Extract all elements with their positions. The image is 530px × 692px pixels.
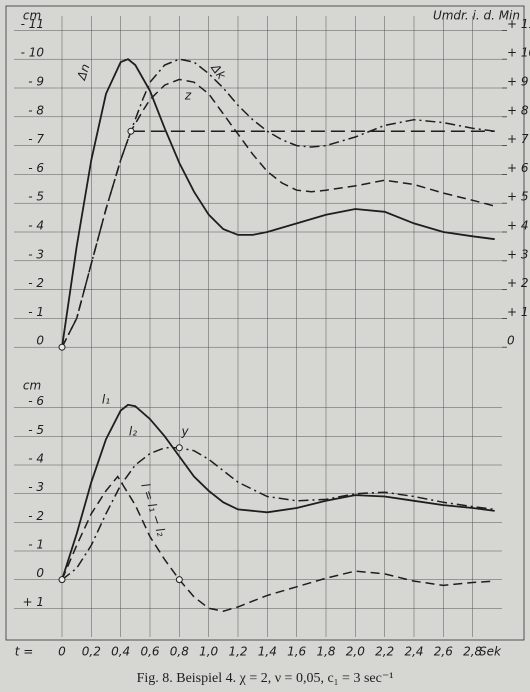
curve-label: l = l₁ − l₂ xyxy=(138,482,168,539)
y2-tick-label: + 3 xyxy=(507,247,529,261)
y-tick-label: - 3 xyxy=(28,480,44,494)
y-tick-label: + 1 xyxy=(22,595,44,609)
curve-label: y xyxy=(180,425,189,439)
x-tick-label: 1,6 xyxy=(287,645,306,659)
curve-label: Δn xyxy=(74,62,93,82)
x-tick-label: 0,8 xyxy=(170,645,189,659)
point-marker xyxy=(175,444,183,452)
y-tick-label: - 5 xyxy=(28,190,44,204)
curve-label: Δk xyxy=(208,61,229,83)
y2-tick-label: + 7 xyxy=(507,132,529,146)
y2-tick-label: + 2 xyxy=(507,276,529,290)
x-tick-label: 1,8 xyxy=(316,645,335,659)
y-tick-label: - 4 xyxy=(28,452,44,466)
y-tick-label: - 8 xyxy=(28,103,44,117)
y-tick-label: - 7 xyxy=(28,132,44,146)
y-tick-label: 0 xyxy=(36,334,44,348)
y-tick-label: - 2 xyxy=(28,276,44,290)
point-marker xyxy=(175,576,183,584)
curve-label: z xyxy=(184,89,192,103)
x-tick-label: 2,0 xyxy=(346,645,365,659)
y2-tick-label: + 8 xyxy=(507,103,529,117)
curve xyxy=(61,58,495,348)
y2-tick-label: + 10 xyxy=(507,46,530,60)
x-tick-label: 1,2 xyxy=(228,645,247,659)
x-tick-label: 2,2 xyxy=(375,645,394,659)
x-prefix: t = xyxy=(15,645,34,659)
y-axis-label: cm xyxy=(23,9,41,23)
curve-label: l₂ xyxy=(129,425,137,439)
x-tick-label: 0 xyxy=(58,645,66,659)
curve xyxy=(61,475,495,612)
caption: Fig. 8. Beispiel 4. χ = 2, ν = 0,05, c₁ … xyxy=(137,671,394,686)
y2-tick-label: + 11 xyxy=(507,17,530,31)
y2-tick-label: + 9 xyxy=(507,75,529,89)
point-marker xyxy=(58,576,66,584)
y2-tick-label: 0 xyxy=(507,334,515,348)
y2-tick-label: + 5 xyxy=(507,190,529,204)
y-tick-label: - 4 xyxy=(28,219,44,233)
y-axis-label: cm xyxy=(23,379,41,393)
x-tick-label: 0,6 xyxy=(140,645,159,659)
y2-axis-label: Umdr. i. d. Min xyxy=(433,9,520,23)
point-marker xyxy=(127,127,135,135)
y-tick-label: - 6 xyxy=(28,161,44,175)
point-marker xyxy=(58,343,66,351)
x-axis-label: Sek xyxy=(479,645,502,659)
y2-tick-label: + 1 xyxy=(507,305,529,319)
y-tick-label: - 9 xyxy=(28,75,44,89)
x-tick-label: 0,2 xyxy=(82,645,101,659)
x-tick-label: 1,4 xyxy=(258,645,277,659)
curve xyxy=(61,403,495,580)
y-tick-label: - 5 xyxy=(28,423,44,437)
y-tick-label: 0 xyxy=(36,566,44,580)
y2-tick-label: + 6 xyxy=(507,161,529,175)
frame xyxy=(5,5,525,641)
y-tick-label: - 3 xyxy=(28,247,44,261)
x-tick-label: 2,8 xyxy=(463,645,482,659)
x-tick-label: 2,4 xyxy=(404,645,423,659)
curve-label: l₁ xyxy=(102,393,110,407)
curve xyxy=(61,447,495,581)
x-tick-label: 2,6 xyxy=(434,645,453,659)
y-tick-label: - 2 xyxy=(28,509,44,523)
x-tick-label: 1,0 xyxy=(199,645,218,659)
y-tick-label: - 11 xyxy=(21,17,44,31)
x-tick-label: 0,4 xyxy=(111,645,130,659)
curve xyxy=(61,78,495,348)
y-tick-label: - 1 xyxy=(28,305,44,319)
y-tick-label: - 1 xyxy=(28,538,44,552)
y-tick-label: - 6 xyxy=(28,394,44,408)
y-tick-label: - 10 xyxy=(21,46,45,60)
y2-tick-label: + 4 xyxy=(507,219,529,233)
